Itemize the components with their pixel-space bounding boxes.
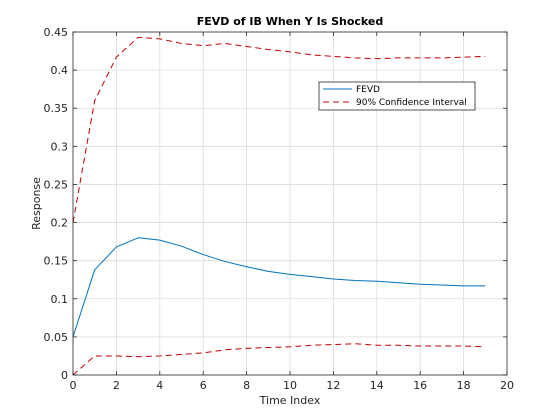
y-tick-label: 0.45 bbox=[44, 26, 69, 39]
y-tick-label: 0.05 bbox=[44, 331, 69, 344]
x-tick-label: 0 bbox=[70, 379, 77, 392]
y-tick-label: 0.3 bbox=[51, 140, 69, 153]
x-tick-label: 18 bbox=[457, 379, 471, 392]
legend-fevd-label: FEVD bbox=[356, 85, 380, 95]
y-tick-label: 0.35 bbox=[44, 102, 69, 115]
legend: FEVD 90% Confidence Interval bbox=[318, 81, 476, 111]
y-tick-label: 0.1 bbox=[51, 293, 69, 306]
x-tick-label: 16 bbox=[413, 379, 427, 392]
x-tick-label: 20 bbox=[500, 379, 514, 392]
legend-box bbox=[318, 81, 476, 111]
fevd-line bbox=[72, 237, 486, 338]
y-tick-label: 0.4 bbox=[51, 64, 69, 77]
x-tick-label: 2 bbox=[113, 379, 120, 392]
legend-ci-label: 90% Confidence Interval bbox=[356, 98, 467, 108]
ci-lower-line bbox=[72, 343, 486, 376]
y-tick-label: 0.15 bbox=[44, 255, 69, 268]
chart-title: FEVD of IB When Y Is Shocked bbox=[197, 15, 384, 28]
ci-upper-line bbox=[72, 36, 486, 223]
y-tick-label: 0.25 bbox=[44, 178, 69, 191]
x-tick-label: 10 bbox=[283, 379, 297, 392]
y-tick-label: 0.2 bbox=[51, 217, 69, 230]
x-axis-label: Time Index bbox=[259, 394, 321, 407]
y-tick-label: 0 bbox=[61, 369, 68, 382]
ticks: 0 2 4 6 8 10 12 14 16 18 20 0 0.05 0.1 0.15 0.2 0.25 0.3 0… bbox=[44, 26, 515, 392]
x-tick-label: 4 bbox=[156, 379, 163, 392]
x-tick-label: 8 bbox=[243, 379, 250, 392]
y-axis-label: Response bbox=[30, 177, 43, 230]
x-tick-label: 6 bbox=[200, 379, 207, 392]
series-layer bbox=[72, 36, 486, 376]
x-tick-label: 14 bbox=[370, 379, 384, 392]
x-tick-label: 12 bbox=[326, 379, 340, 392]
